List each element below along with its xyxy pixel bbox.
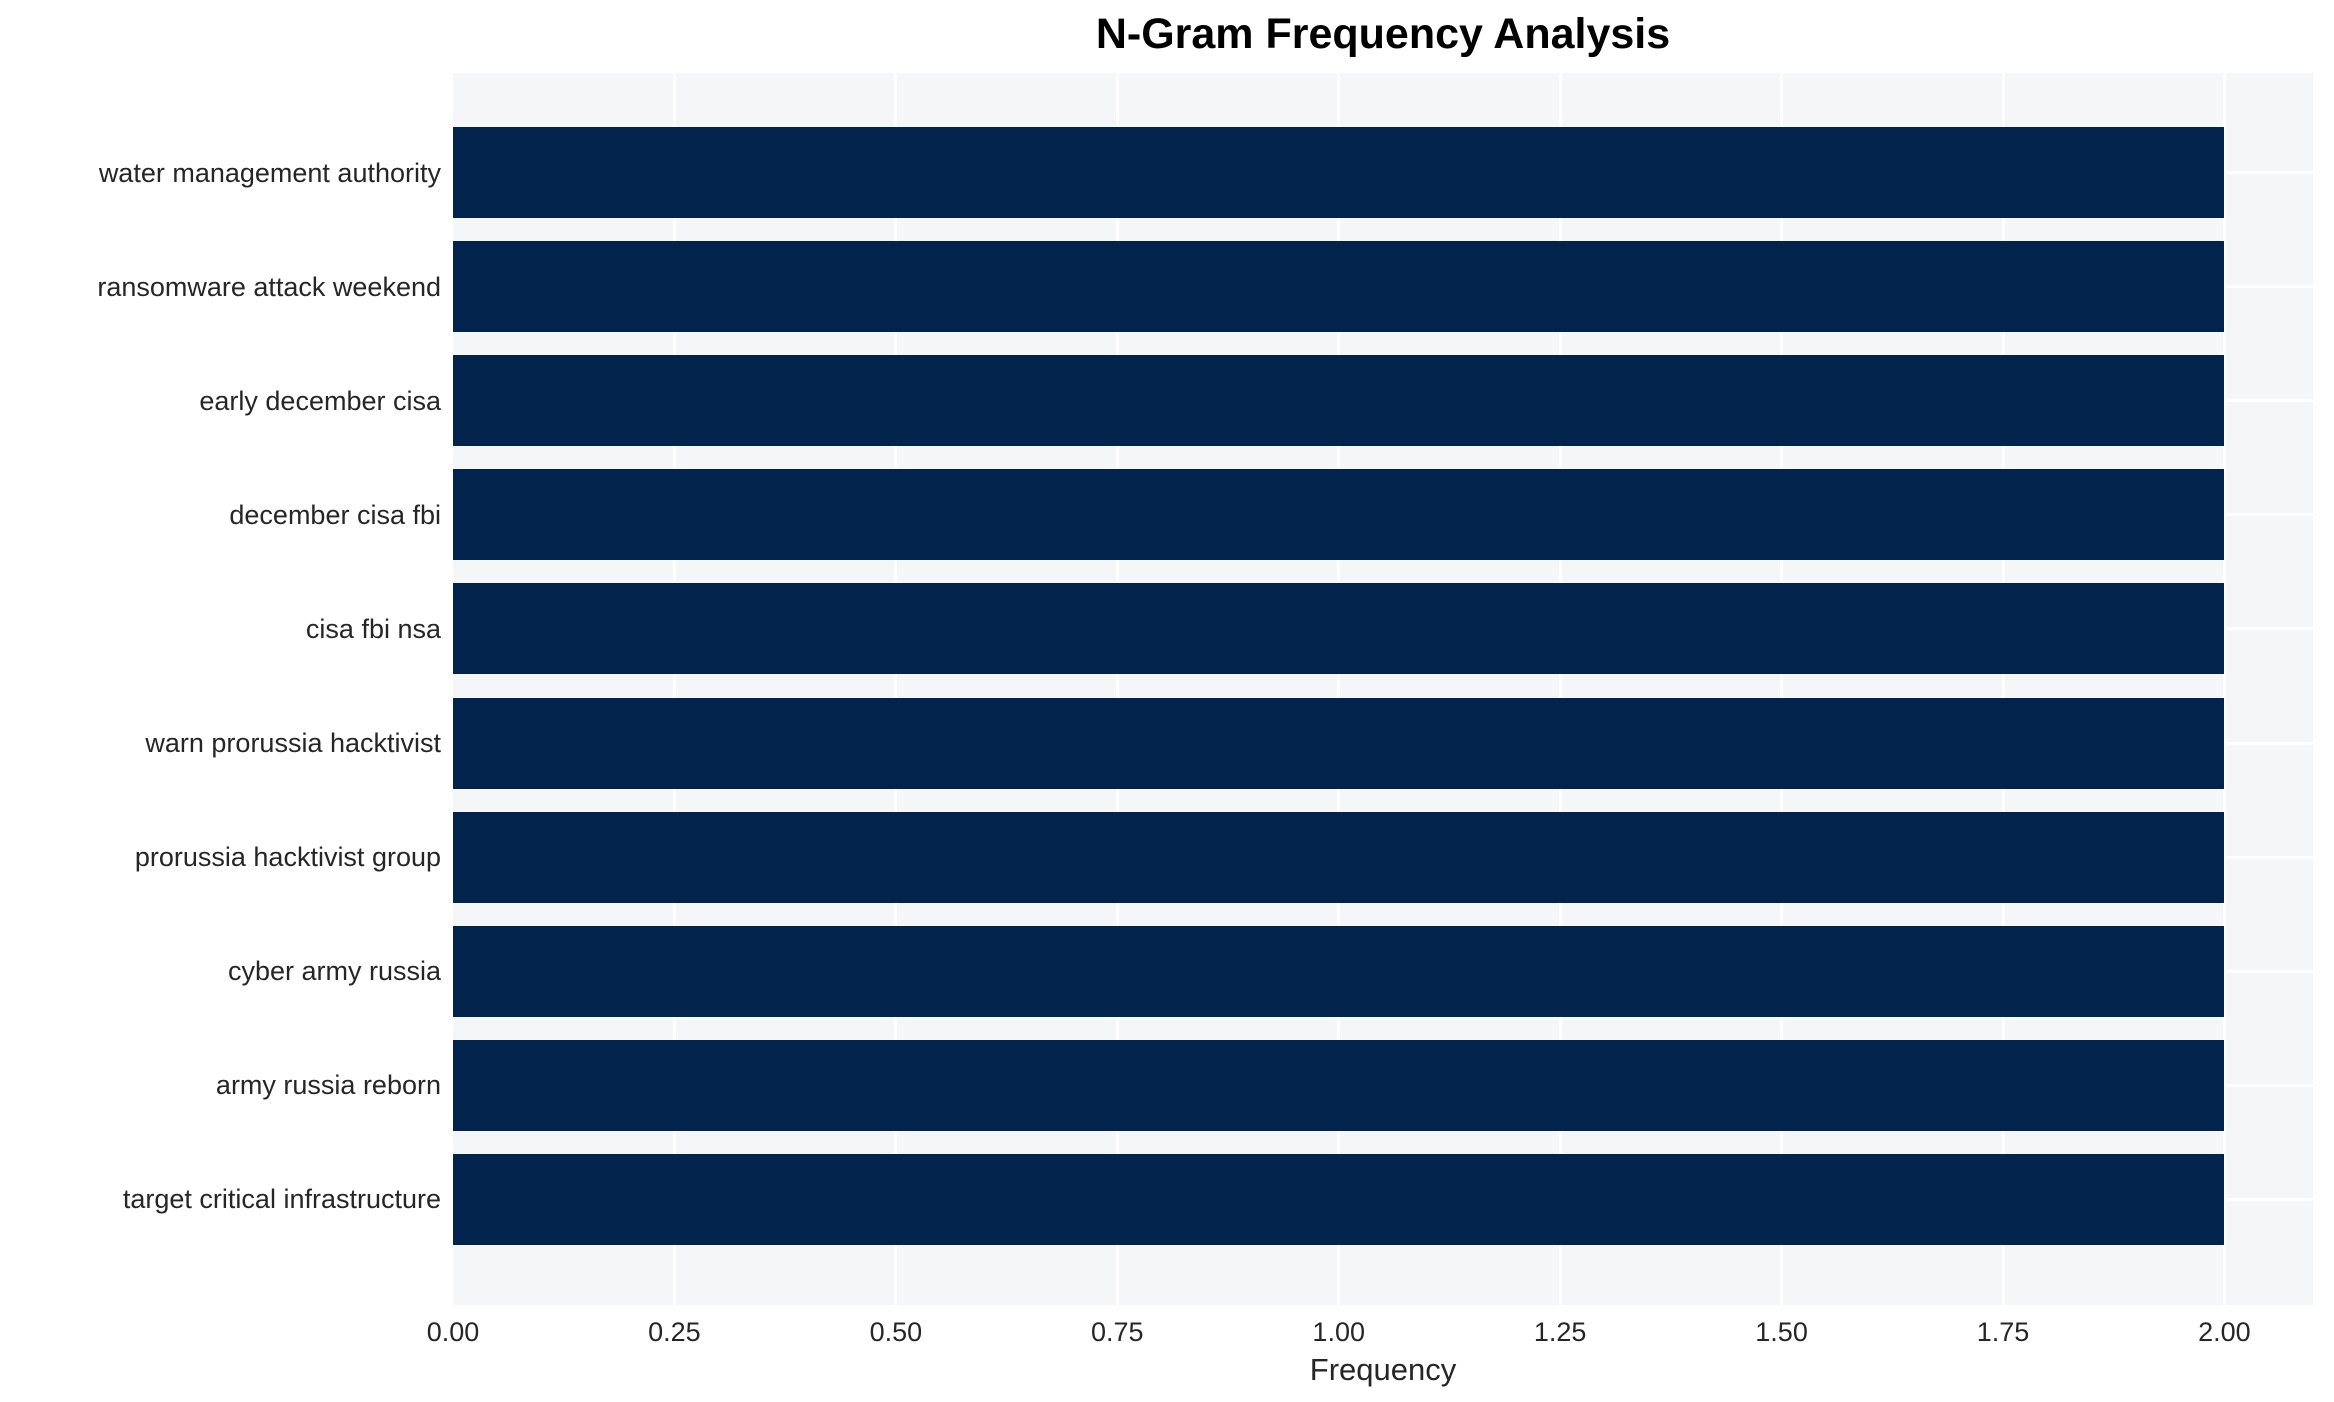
plot-area bbox=[453, 73, 2313, 1305]
bar bbox=[453, 127, 2225, 218]
grid-line-vertical bbox=[1115, 73, 1119, 1305]
x-tick-label: 0.75 bbox=[1091, 1317, 1144, 1347]
grid-line-vertical bbox=[2001, 73, 2005, 1305]
y-tick-label: water management authority bbox=[98, 157, 441, 188]
y-tick-label: army russia reborn bbox=[215, 1070, 441, 1101]
bar bbox=[453, 355, 2225, 447]
y-tick-label: target critical infrastructure bbox=[122, 1184, 441, 1215]
x-tick-label: 2.00 bbox=[2198, 1317, 2251, 1347]
grid-line-vertical bbox=[1780, 73, 1784, 1305]
y-tick-label: early december cisa bbox=[199, 385, 441, 416]
grid-line-vertical bbox=[672, 73, 676, 1305]
x-tick-label: 0.50 bbox=[869, 1317, 923, 1347]
y-tick-label: cisa fbi nsa bbox=[305, 613, 441, 644]
x-tick-label: 1.25 bbox=[1533, 1317, 1587, 1347]
y-tick-label: cyber army russia bbox=[227, 956, 441, 987]
x-tick-label: 0.00 bbox=[426, 1317, 480, 1347]
grid-line-vertical bbox=[894, 73, 898, 1305]
bar bbox=[453, 469, 2225, 561]
x-axis-ticks: 0.00 0.25 0.50 0.75 1.00 1.25 1.50 1.75 2.00 bbox=[0, 1315, 2334, 1349]
x-tick-label: 0.25 bbox=[648, 1317, 701, 1347]
y-tick-label: ransomware attack weekend bbox=[97, 271, 441, 302]
y-axis-labels: water management authority ransomware att… bbox=[0, 73, 441, 1305]
chart-title: N-Gram Frequency Analysis bbox=[1095, 10, 1671, 58]
grid-line-vertical bbox=[1558, 73, 1562, 1305]
bar bbox=[453, 583, 2225, 675]
grid-line-vertical bbox=[1337, 73, 1341, 1305]
x-tick-label: 1.50 bbox=[1755, 1317, 1808, 1347]
x-tick-label: 1.75 bbox=[1976, 1317, 2030, 1347]
x-axis-title: Frequency bbox=[1309, 1352, 1457, 1387]
y-tick-label: december cisa fbi bbox=[229, 499, 441, 530]
bar bbox=[453, 241, 2225, 333]
grid-line-vertical bbox=[2222, 73, 2226, 1305]
bar bbox=[453, 811, 2225, 903]
bar bbox=[453, 1039, 2225, 1131]
bar bbox=[453, 697, 2225, 789]
y-tick-label: prorussia hacktivist group bbox=[134, 842, 441, 873]
bar bbox=[453, 925, 2225, 1017]
bar bbox=[453, 1153, 2225, 1245]
y-tick-label: warn prorussia hacktivist bbox=[145, 728, 441, 758]
x-tick-label: 1.00 bbox=[1312, 1317, 1365, 1347]
